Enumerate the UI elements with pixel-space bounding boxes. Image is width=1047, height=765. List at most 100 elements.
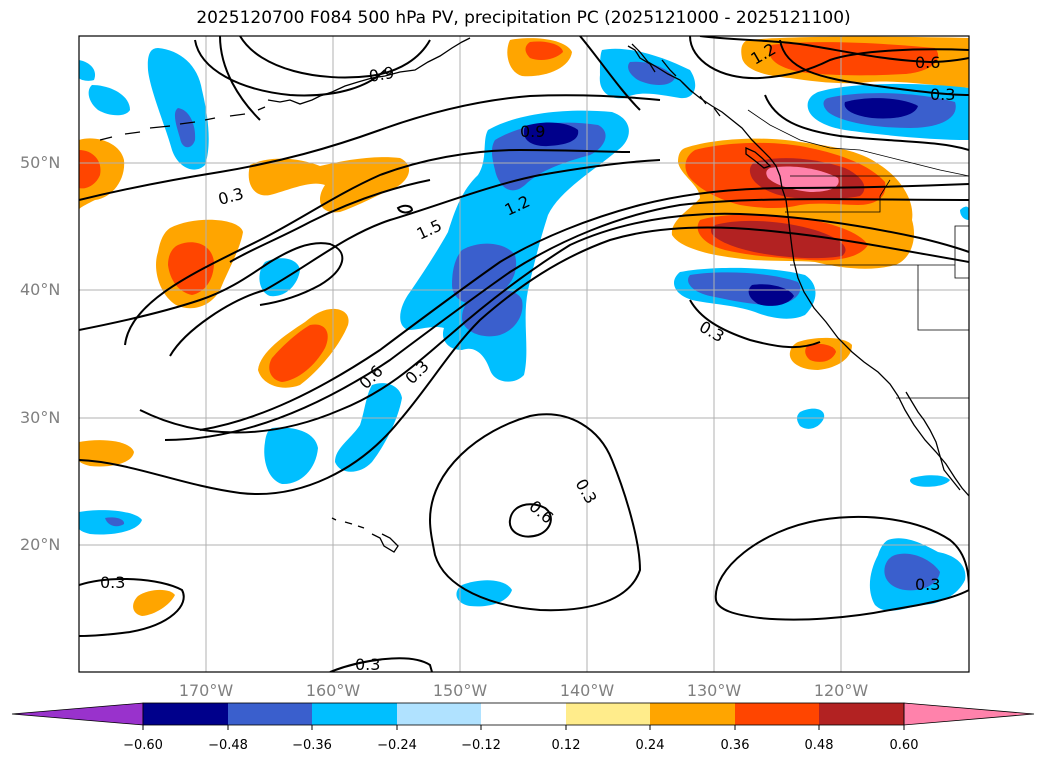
contour-label-0-6-ne: 0.6 <box>915 53 940 72</box>
colorbar-bin-9 <box>819 703 904 725</box>
border-idaho <box>879 179 969 279</box>
map-title: 2025120700 F084 500 hPa PV, precipitatio… <box>196 8 851 28</box>
coastline-alaska-south <box>267 37 471 105</box>
lat-label-50n: 50°N <box>20 153 61 172</box>
pv-contour-1-5 <box>169 159 661 357</box>
colorbar-ticks <box>142 725 905 730</box>
precip-negative-180w-22n-core <box>105 517 125 527</box>
colorbar-bin-6 <box>566 703 650 725</box>
precip-positive-122w-58n-core <box>769 42 939 76</box>
colorbar <box>11 702 1035 730</box>
colorbar-label: −0.24 <box>377 738 417 753</box>
colorbar-label: 0.48 <box>804 738 834 753</box>
precip-negative-135w-56n-core <box>628 61 675 85</box>
precip-negative-central-core <box>491 122 606 191</box>
pv-contour-0-3-ne2 <box>779 39 969 96</box>
precip-negative-central-low <box>462 290 523 337</box>
pv-contour-1-2b <box>199 183 969 431</box>
contour-label-0-3-se: 0.3 <box>915 575 940 594</box>
precip-negative-nw-edge <box>79 60 96 81</box>
precip-positive-125w-47n-pink <box>766 166 839 192</box>
pv-contour-0-3-bottom <box>329 657 433 672</box>
contour-label-0-9-north: 0.9 <box>367 63 395 86</box>
map-area: 0.9 0.3 1.5 1.2 0.9 0.6 0.3 0.3 0.6 0.3 … <box>79 36 969 674</box>
pv-contour-0-3-south <box>428 413 642 612</box>
contour-label-0-3-sw: 0.3 <box>100 573 125 592</box>
precip-negative-baja <box>910 475 950 487</box>
colorbar-extend-min <box>11 702 144 726</box>
precip-negative-155w-30n <box>335 383 402 472</box>
contour-label-0-9-central: 0.9 <box>520 122 545 141</box>
coastline-north-america <box>631 43 969 497</box>
pv-contour-1-5b <box>229 179 431 263</box>
colorbar-bin-7 <box>650 703 735 725</box>
precip-positive-west-core <box>79 150 101 189</box>
pv-contour-0-3-ne <box>764 94 969 151</box>
precip-negative-115w-18n-core <box>884 553 940 591</box>
pv-contour-0-3-low <box>689 299 821 349</box>
contour-label-0-3-ne: 0.3 <box>930 85 955 104</box>
pv-contours <box>79 36 969 672</box>
colorbar-label: 0.60 <box>889 738 919 753</box>
pv-contour-0-9-west <box>219 36 261 121</box>
precip-positive-160w-core <box>269 324 328 382</box>
precip-negative-nw-core <box>174 108 196 148</box>
colorbar-extend-max <box>903 702 1035 726</box>
precip-positive-125w-47n-darkred2 <box>711 220 846 259</box>
coastlines <box>99 37 969 553</box>
lon-label-130w: 130°W <box>686 681 742 700</box>
precip-negative-central-darkest <box>523 122 579 147</box>
border-bc-alberta <box>747 109 969 177</box>
colorbar-label: 0.24 <box>635 738 665 753</box>
precip-positive-121w-35n-core <box>805 343 836 362</box>
border-washington-oregon <box>785 196 881 213</box>
borders <box>747 109 969 399</box>
map-frame <box>78 35 970 673</box>
pv-contour-0-3 <box>79 226 969 495</box>
pv-contour-0-9-north <box>239 36 431 79</box>
precip-negative-central-band <box>400 110 629 382</box>
precip-positive-158w <box>248 157 410 213</box>
pv-contour-0-6-loop <box>396 204 414 214</box>
precip-negative-125w-30n <box>797 408 825 429</box>
pv-contour-0-3-sw <box>79 578 185 637</box>
coastline-vancouver-island <box>745 146 772 169</box>
colorbar-label: −0.60 <box>123 738 163 753</box>
colorbar-label: −0.48 <box>208 738 248 753</box>
colorbar-bin-4 <box>397 703 481 725</box>
colorbar-label: −0.12 <box>461 738 501 753</box>
pv-contour-0-6b <box>79 242 344 331</box>
precip-negative-118w-54n-darkest <box>844 98 918 119</box>
coastline-baja <box>905 391 961 491</box>
pv-contour-0-9 <box>79 94 661 201</box>
lon-label-170w: 170°W <box>178 681 234 700</box>
precip-positive-172w-17n <box>133 589 175 616</box>
lat-label-40n: 40°N <box>20 280 61 299</box>
pv-contour-1-2 <box>124 148 631 346</box>
lon-label-140w: 140°W <box>559 681 615 700</box>
contour-label-0-3-bottom: 0.3 <box>355 655 380 674</box>
colorbar-bin-5 <box>481 703 566 725</box>
colorbar-label: 0.12 <box>551 738 581 753</box>
lat-label-20n: 20°N <box>20 535 61 554</box>
precip-negative-right-edge <box>960 206 969 220</box>
pv-contour-0-6-south <box>508 503 552 538</box>
pv-contour-0-6 <box>139 212 969 434</box>
lon-label-150w: 150°W <box>432 681 488 700</box>
precip-negative-nw-small <box>88 85 130 116</box>
colorbar-frame <box>142 702 905 726</box>
precip-positive-143w-57n-core <box>525 41 563 60</box>
colorbar-label: −0.36 <box>292 738 332 753</box>
pv-contour-0-9-nw <box>194 39 386 97</box>
pv-contour-1-2-ne <box>689 36 969 80</box>
coastline-aleutians <box>99 106 266 141</box>
lat-label-30n: 30°N <box>20 408 61 427</box>
precip-negative-160w-28n <box>264 427 318 485</box>
pv-contour-0-9b <box>164 198 969 441</box>
lon-label-160w: 160°W <box>305 681 361 700</box>
coastline-hawaii <box>331 517 399 553</box>
border-california-nevada <box>917 265 969 331</box>
precip-negative-152w-17n <box>456 580 512 607</box>
pv-contour-0-9-ak <box>579 36 641 111</box>
